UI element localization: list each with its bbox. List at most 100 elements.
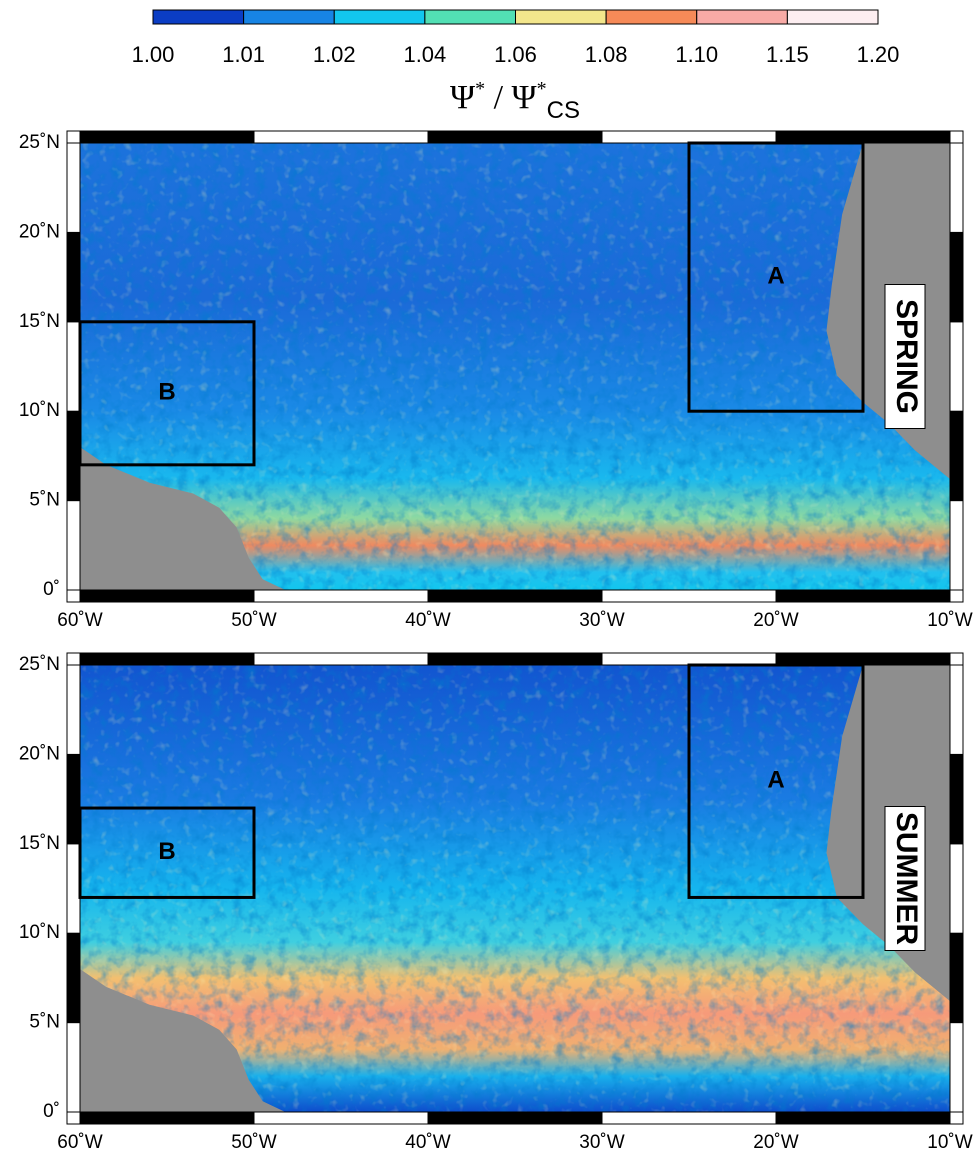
- colorbar-tick-label: 1.01: [222, 42, 265, 67]
- lat-tick-label: 10˚N: [19, 922, 60, 943]
- lon-tick-label: 10˚W: [927, 610, 972, 631]
- lat-tick-label: 10˚N: [19, 400, 60, 421]
- frame-strip: [79, 652, 255, 666]
- lat-tick-label: 20˚N: [19, 221, 60, 242]
- region-box: [687, 141, 865, 413]
- frame-strip: [66, 932, 81, 1024]
- frame-strip: [66, 321, 81, 412]
- region-label: A: [767, 767, 784, 794]
- frame-strip: [601, 652, 777, 666]
- frame-strip: [66, 142, 81, 233]
- frame-strip: [775, 1111, 951, 1125]
- frame-strip: [949, 664, 964, 755]
- frame-strip: [79, 589, 255, 603]
- lat-tick-label: 20˚N: [19, 743, 60, 764]
- frame-strip: [949, 753, 964, 845]
- region-box: [78, 320, 256, 467]
- lon-tick-label: 20˚W: [753, 610, 798, 631]
- colorbar-tick-label: 1.15: [766, 42, 809, 67]
- colorbar-tick-label: 1.02: [313, 42, 356, 67]
- lon-tick-label: 50˚W: [231, 610, 276, 631]
- lat-tick-label: 0˚: [43, 1101, 60, 1122]
- region-box: [78, 806, 256, 899]
- frame-strip: [601, 130, 777, 144]
- frame-strip: [66, 1022, 81, 1113]
- frame-strip: [775, 652, 951, 666]
- frame-strip: [775, 589, 951, 603]
- frame-strip: [949, 142, 964, 233]
- frame-strip: [949, 321, 964, 412]
- frame-strip: [775, 130, 951, 144]
- colorbar-tick-label: 1.06: [494, 42, 537, 67]
- colorbar-swatch: [786, 9, 879, 25]
- frame-strip: [427, 589, 603, 603]
- lon-tick-label: 10˚W: [927, 1132, 972, 1153]
- frame-strip: [253, 589, 429, 603]
- region-label: B: [158, 838, 175, 865]
- frame-strip: [427, 652, 603, 666]
- lat-tick-label: 0˚: [43, 579, 60, 600]
- lat-tick-label: 25˚N: [19, 132, 60, 153]
- region-box: [687, 663, 865, 899]
- lon-tick-label: 60˚W: [57, 1132, 102, 1153]
- season-label-box: [884, 806, 926, 951]
- frame-strip: [949, 410, 964, 502]
- lon-tick-label: 20˚W: [753, 1132, 798, 1153]
- lat-tick-label: 5˚N: [29, 490, 60, 511]
- map-frame: [66, 652, 964, 1125]
- season-label: SUMMER: [890, 812, 923, 946]
- frame-strip: [253, 652, 429, 666]
- colorbar-swatch: [333, 9, 426, 25]
- frame-strip: [66, 410, 81, 502]
- colorbar-tick-label: 1.04: [403, 42, 446, 67]
- frame-strip: [253, 1111, 429, 1125]
- map-panel: 0˚ 5˚N 10˚N 15˚N 20˚N 25˚N 60˚W 50˚W 40˚W 30˚W 20˚…: [19, 652, 973, 1153]
- frame-strip: [66, 231, 81, 323]
- frame-strip: [949, 231, 964, 323]
- colorbar-label: Ψ* / Ψ*CS: [450, 78, 580, 125]
- region-label: B: [158, 379, 175, 406]
- colorbar-tick-label: 1.20: [857, 42, 900, 67]
- colorbar-swatch: [515, 9, 607, 25]
- colorbar-swatch: [424, 9, 516, 25]
- colorbar-tick-label: 1.00: [132, 42, 175, 67]
- lat-tick-label: 15˚N: [19, 833, 60, 854]
- frame-strip: [79, 130, 255, 144]
- season-label: SPRING: [890, 299, 923, 414]
- map-panel: 0˚ 5˚N 10˚N 15˚N 20˚N 25˚N 60˚W 50˚W 40˚W 30˚W 20˚…: [19, 130, 973, 631]
- frame-strip: [427, 130, 603, 144]
- map-frame: [66, 130, 964, 603]
- frame-strip: [949, 932, 964, 1024]
- frame-strip: [949, 843, 964, 934]
- frame-strip: [79, 1111, 255, 1125]
- colorbar-swatch: [152, 9, 245, 25]
- season-label-box: [884, 284, 926, 429]
- frame-strip: [949, 1022, 964, 1113]
- lat-tick-label: 15˚N: [19, 311, 60, 332]
- colorbar-swatch: [243, 9, 335, 25]
- frame-strip: [427, 1111, 603, 1125]
- colorbar-swatch: [605, 9, 698, 25]
- colorbar-tick-label: 1.08: [585, 42, 628, 67]
- lon-tick-label: 30˚W: [579, 1132, 624, 1153]
- lon-tick-label: 60˚W: [57, 610, 102, 631]
- lon-tick-label: 30˚W: [579, 610, 624, 631]
- frame-strip: [66, 664, 81, 755]
- colorbar-tick-label: 1.10: [675, 42, 718, 67]
- lon-tick-label: 40˚W: [405, 1132, 450, 1153]
- lon-tick-label: 40˚W: [405, 610, 450, 631]
- lon-tick-label: 50˚W: [231, 1132, 276, 1153]
- frame-strip: [66, 753, 81, 845]
- frame-strip: [949, 500, 964, 591]
- land-south-america: [80, 968, 286, 1112]
- frame-strip: [66, 843, 81, 934]
- frame-strip: [253, 130, 429, 144]
- land-south-america: [80, 446, 286, 590]
- lat-tick-label: 25˚N: [19, 654, 60, 675]
- frame-strip: [66, 500, 81, 591]
- colorbar-swatch: [696, 9, 788, 25]
- lat-tick-label: 5˚N: [29, 1012, 60, 1033]
- region-label: A: [767, 262, 784, 289]
- frame-strip: [601, 1111, 777, 1125]
